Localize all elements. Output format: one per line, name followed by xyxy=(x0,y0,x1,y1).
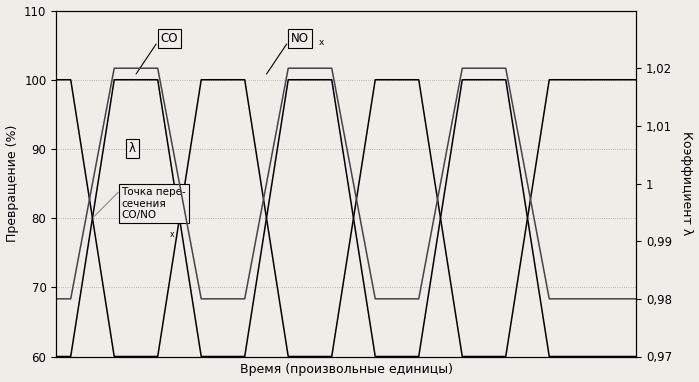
Y-axis label: Коэффициент λ: Коэффициент λ xyxy=(680,131,693,236)
Y-axis label: Превращение (%): Превращение (%) xyxy=(6,125,19,242)
Text: CO: CO xyxy=(161,32,178,45)
Text: x: x xyxy=(169,230,174,239)
Text: NO: NO xyxy=(291,32,309,45)
X-axis label: Время (произвольные единицы): Время (произвольные единицы) xyxy=(240,363,453,376)
Text: x: x xyxy=(319,38,324,47)
Text: Точка пере-
сечения
CO/NO: Точка пере- сечения CO/NO xyxy=(122,187,186,220)
Text: λ: λ xyxy=(129,142,136,155)
